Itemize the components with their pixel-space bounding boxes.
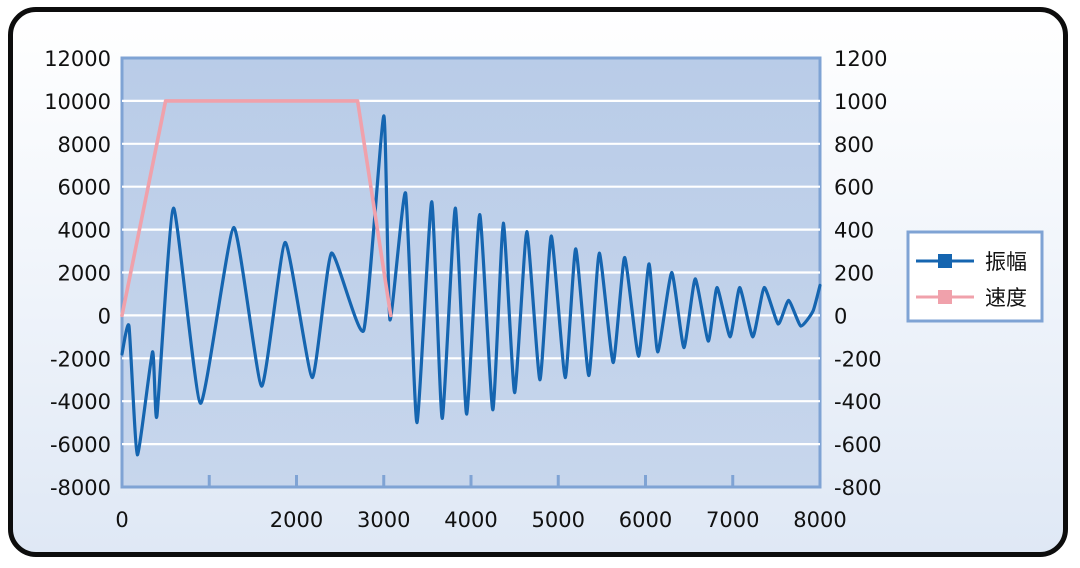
legend-label-1: 速度 [985,286,1027,310]
y-tick-label: -6000 [50,433,111,457]
y2-tick-label: 1000 [834,90,887,114]
y2-tick-label: -800 [834,476,882,500]
y2-tick-label: 1200 [834,47,887,71]
left-axis-tick-labels: 12000 10000 8000 6000 4000 2000 0 -2000 -4000 -60… [44,47,111,500]
x-tick-label: 8000 [793,508,846,532]
x-tick-label: 0 [115,508,128,532]
y-tick-label: 10000 [44,90,111,114]
y2-tick-label: 800 [834,133,874,157]
series-line-0 [120,114,822,457]
y-tick-label: 4000 [58,219,111,243]
y-tick-label: 8000 [58,133,111,157]
y2-tick-label: -600 [834,433,882,457]
x-tick-label: 4000 [444,508,497,532]
x-tick-label: 6000 [619,508,672,532]
x-axis-tick-labels: 0 2000 3000 4000 5000 6000 7000 8000 [115,508,846,532]
y-tick-label: 0 [98,304,111,328]
y2-tick-label: 600 [834,176,874,200]
y2-tick-label: 200 [834,262,874,286]
legend-box [906,230,1044,323]
legend-label-0: 振幅 [985,250,1027,274]
axes [120,475,822,487]
series-layer [120,99,822,457]
y-tick-label: -4000 [50,390,111,414]
grid-lines [122,99,820,446]
x-tick-label: 7000 [706,508,759,532]
series-line-1 [120,99,393,318]
y-tick-label: 6000 [58,176,111,200]
y-tick-label: -2000 [50,347,111,371]
y2-tick-label: 0 [834,304,847,328]
x-tick-label: 3000 [357,508,410,532]
legend-marker-1 [938,290,952,304]
right-axis-tick-labels: 1200 1000 800 600 400 200 0 -200 -400 -600 -800 [834,47,887,500]
x-tick-label: 5000 [532,508,585,532]
y-tick-label: 2000 [58,262,111,286]
y2-tick-label: 400 [834,219,874,243]
legend-marker-0 [938,254,952,268]
x-tick-label: 2000 [270,508,323,532]
y2-tick-label: -400 [834,390,882,414]
y-tick-label: 12000 [44,47,111,71]
y2-tick-label: -200 [834,347,882,371]
y-tick-label: -8000 [50,476,111,500]
